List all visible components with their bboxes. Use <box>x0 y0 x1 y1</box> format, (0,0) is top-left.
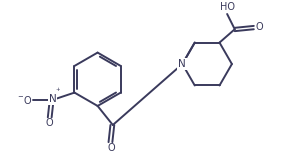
Text: $^{-}$O: $^{-}$O <box>17 94 33 106</box>
Text: O: O <box>107 143 115 153</box>
Text: HO: HO <box>220 2 235 12</box>
Text: N: N <box>49 94 57 104</box>
Text: O: O <box>46 118 54 128</box>
Text: $^{+}$: $^{+}$ <box>55 86 62 95</box>
Text: O: O <box>256 22 263 32</box>
Text: N: N <box>179 59 186 69</box>
